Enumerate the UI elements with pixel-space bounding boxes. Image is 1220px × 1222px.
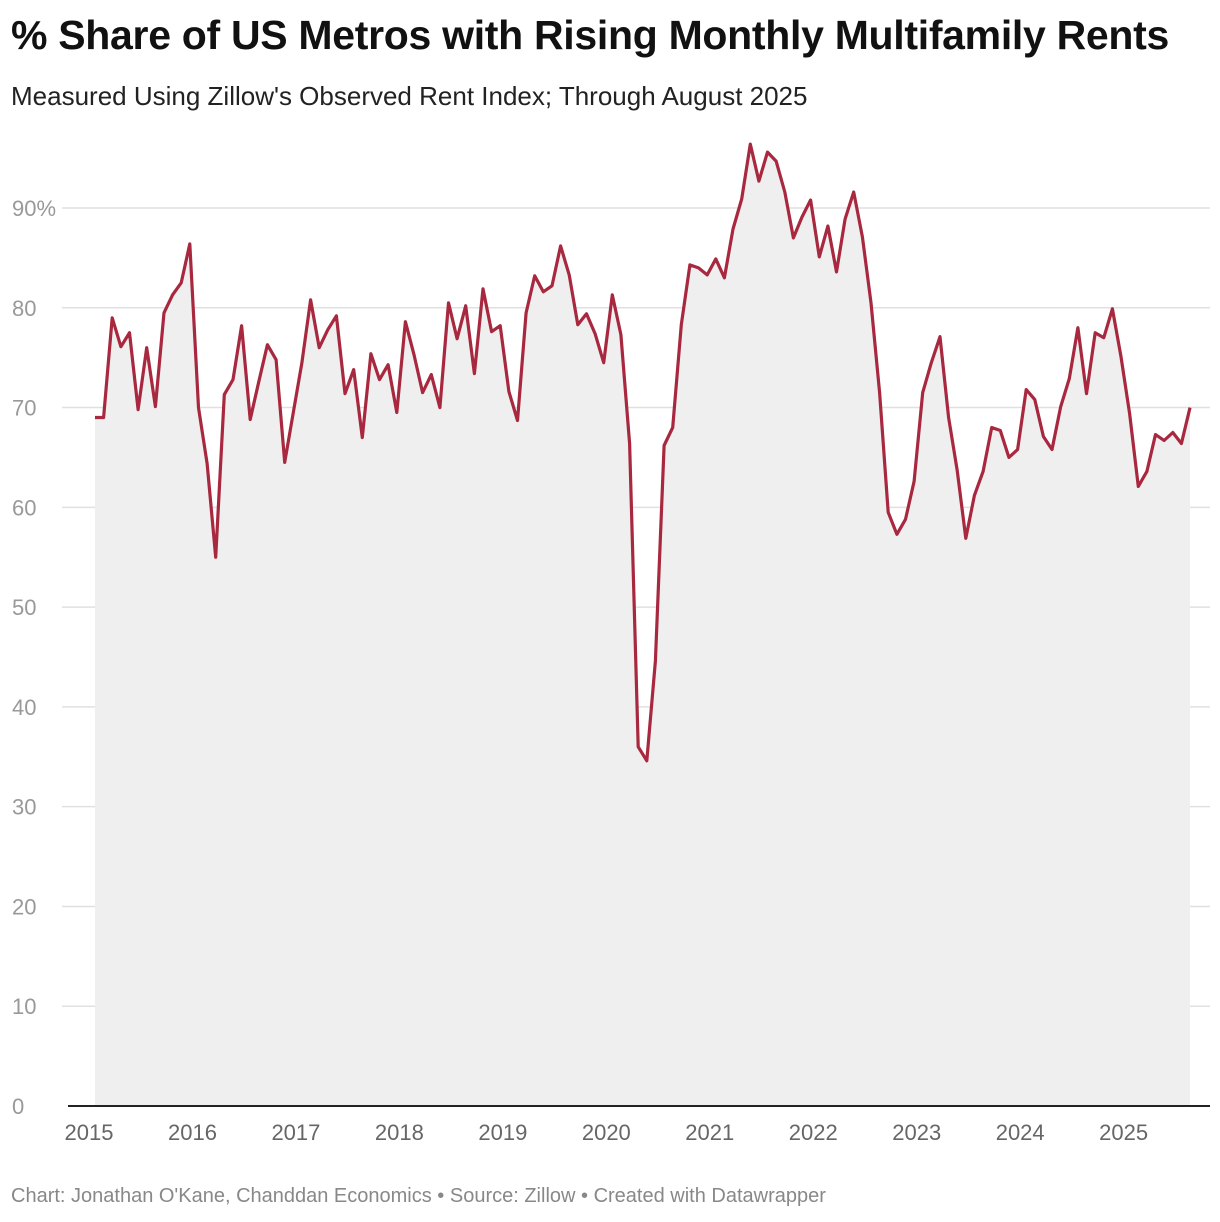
- x-tick-label: 2021: [685, 1120, 734, 1145]
- series-line: [95, 142, 1192, 763]
- y-tick-label: 40: [12, 695, 36, 720]
- x-tick-label: 2017: [271, 1120, 320, 1145]
- x-tick-label: 2024: [996, 1120, 1045, 1145]
- y-tick-label: 0: [12, 1094, 24, 1119]
- x-tick-label: 2015: [65, 1120, 114, 1145]
- area-fill: [95, 144, 1190, 1107]
- y-tick-label: 10: [12, 994, 36, 1019]
- y-tick-label: 30: [12, 795, 36, 820]
- chart-title: % Share of US Metros with Rising Monthly…: [11, 12, 1170, 58]
- x-tick-label: 2025: [1099, 1120, 1148, 1145]
- chart-subtitle: Measured Using Zillow's Observed Rent In…: [11, 81, 808, 111]
- y-tick-label: 80: [12, 296, 36, 321]
- x-tick-label: 2016: [168, 1120, 217, 1145]
- y-tick-label: 70: [12, 396, 36, 421]
- y-tick-label: 20: [12, 894, 36, 919]
- y-tick-label: 50: [12, 595, 36, 620]
- x-tick-label: 2020: [582, 1120, 631, 1145]
- x-axis: 2015 2016 2017 2018 2019 2020 2021 2022 2023 2024…: [65, 1120, 1149, 1145]
- y-tick-label: 90%: [12, 196, 56, 221]
- chart-credits: Chart: Jonathan O'Kane, Chanddan Economi…: [11, 1185, 826, 1207]
- y-tick-label: 60: [12, 495, 36, 520]
- x-tick-label: 2023: [892, 1120, 941, 1145]
- x-tick-label: 2018: [375, 1120, 424, 1145]
- x-tick-label: 2022: [789, 1120, 838, 1145]
- x-tick-label: 2019: [478, 1120, 527, 1145]
- y-axis: 0 10 20 30 40 50 60 70 80 90%: [12, 196, 56, 1119]
